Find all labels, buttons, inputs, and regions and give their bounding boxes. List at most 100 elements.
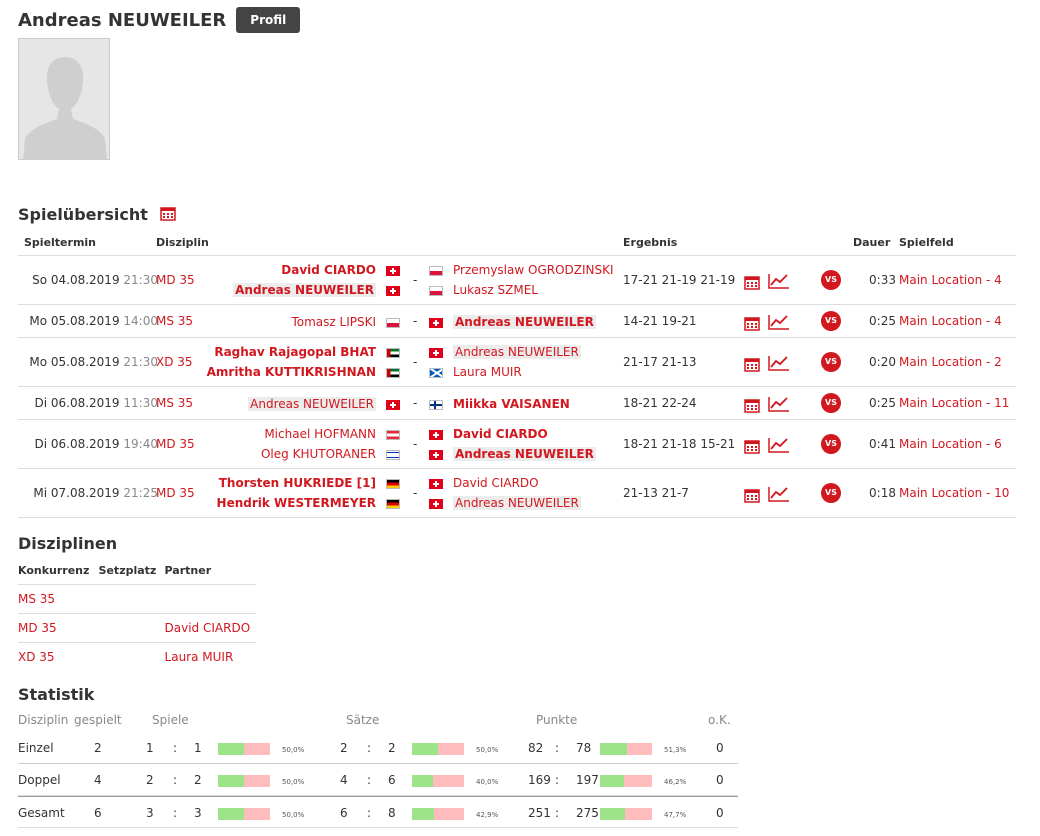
player-link[interactable]: Oleg KHUTORANER (260, 447, 376, 461)
vs-icon[interactable]: VS (821, 433, 841, 454)
calendar-icon[interactable] (744, 487, 760, 503)
match-court-link[interactable]: Main Location - 4 (899, 313, 1002, 328)
calendar-icon[interactable] (744, 315, 760, 331)
match-row: Mo 05.08.2019 14:00 MS 35 Tomasz LIPSKI And… (18, 305, 1016, 338)
match-discipline-link[interactable]: MS 35 (156, 395, 194, 410)
player-link[interactable]: Tomasz LIPSKI (291, 314, 376, 329)
stats-graph-icon[interactable] (768, 396, 790, 412)
team2-players: David CIARDO Andreas NEUWEILER (453, 425, 596, 465)
stats-graph-icon[interactable] (768, 486, 790, 502)
match-graph[interactable] (768, 486, 790, 505)
player-link[interactable]: Thorsten HUKRIEDE [1] (218, 476, 376, 490)
stats-games-lost: 1 (194, 741, 202, 755)
match-vs[interactable]: VS (821, 433, 841, 454)
player-link[interactable]: Andreas NEUWEILER (453, 447, 596, 461)
match-row: Di 06.08.2019 19:40 MD 35 Michael HOFMANN O… (18, 420, 1016, 469)
match-vs[interactable]: VS (821, 310, 841, 331)
player-link[interactable]: Andreas NEUWEILER (233, 283, 376, 297)
match-court-link[interactable]: Main Location - 11 (899, 395, 1010, 410)
discipline-link[interactable]: XD 35 (18, 649, 55, 664)
vs-icon[interactable]: VS (821, 310, 841, 331)
calendar-icon[interactable] (744, 438, 760, 454)
match-vs[interactable]: VS (821, 482, 841, 503)
player-link[interactable]: Andreas NEUWEILER (453, 345, 581, 359)
match-vs[interactable]: VS (821, 351, 841, 372)
player-link[interactable]: David CIARDO (453, 476, 539, 490)
match-graph[interactable] (768, 437, 790, 456)
calendar-icon[interactable] (744, 397, 760, 413)
match-discipline-link[interactable]: XD 35 (156, 354, 193, 369)
stats-graph-icon[interactable] (768, 314, 790, 330)
match-court-link[interactable]: Main Location - 10 (899, 485, 1010, 500)
team2-players: Miikka VAISANEN (453, 395, 570, 415)
match-calendar[interactable] (744, 397, 760, 416)
match-date-day: Mo 05.08.2019 (29, 313, 120, 328)
player-link[interactable]: Laura MUIR (453, 365, 522, 379)
match-discipline-link[interactable]: MD 35 (156, 436, 195, 451)
stats-graph-icon[interactable] (768, 437, 790, 453)
calendar-icon[interactable] (744, 356, 760, 372)
stats-points-lost: 78 (576, 741, 592, 755)
player-avatar (18, 38, 110, 160)
player-link[interactable]: Lukasz SZMEL (453, 283, 538, 297)
match-graph[interactable] (768, 314, 790, 333)
match-graph[interactable] (768, 355, 790, 374)
match-duration: 0:20 (869, 354, 896, 369)
match-calendar[interactable] (744, 487, 760, 506)
flag-ch-icon (429, 317, 443, 328)
match-calendar[interactable] (744, 438, 760, 457)
match-graph[interactable] (768, 273, 790, 292)
player-link[interactable]: Michael HOFMANN (264, 427, 376, 441)
vs-icon[interactable]: VS (821, 269, 841, 290)
versus-dash: - (413, 485, 418, 500)
match-graph[interactable] (768, 396, 790, 415)
match-calendar[interactable] (744, 356, 760, 375)
match-vs[interactable]: VS (821, 392, 841, 413)
stats-graph-icon[interactable] (768, 273, 790, 289)
match-calendar[interactable] (744, 274, 760, 293)
player-link[interactable]: Hendrik WESTERMEYER (216, 496, 376, 510)
vs-icon[interactable]: VS (821, 482, 841, 503)
player-link[interactable]: Amritha KUTTIKRISHNAN (206, 365, 376, 379)
header-court: Spielfeld (899, 236, 954, 249)
match-discipline-link[interactable]: MD 35 (156, 272, 195, 287)
discipline-row: MS 35 (18, 583, 256, 613)
player-link[interactable]: Andreas NEUWEILER (453, 496, 581, 510)
player-link[interactable]: Andreas NEUWEILER (453, 314, 596, 329)
stats-games-bar-fill (218, 775, 244, 787)
match-court-link[interactable]: Main Location - 2 (899, 354, 1002, 369)
player-link[interactable]: Miikka VAISANEN (453, 396, 570, 411)
team2-players: Przemyslaw OGRODZINSKI Lukasz SZMEL (453, 261, 614, 301)
profile-button[interactable]: Profil (236, 7, 301, 33)
match-court-link[interactable]: Main Location - 4 (899, 272, 1002, 287)
stats-colon: : (173, 773, 178, 787)
team1-flags (386, 313, 400, 333)
vs-icon[interactable]: VS (821, 351, 841, 372)
player-link[interactable]: Andreas NEUWEILER (248, 396, 376, 411)
partner-link[interactable]: Laura MUIR (164, 649, 234, 664)
calendar-icon[interactable] (744, 274, 760, 290)
player-link[interactable]: Raghav Rajagopal BHAT (214, 345, 376, 359)
header-event: Konkurrenz (18, 564, 90, 578)
stats-row: Einzel 2 1: 1 50,0% 2: 2 50,0% 82: 78 51,3% 0 (18, 732, 738, 764)
match-vs[interactable]: VS (821, 269, 841, 290)
vs-icon[interactable]: VS (821, 392, 841, 413)
calendar-icon[interactable] (159, 205, 176, 221)
match-discipline-link[interactable]: MS 35 (156, 313, 194, 328)
match-discipline-link[interactable]: MD 35 (156, 485, 195, 500)
match-calendar[interactable] (744, 315, 760, 334)
stats-sets-bar (412, 808, 464, 820)
stats-table: Disziplin gespielt Spiele Sätze Punkte o… (18, 710, 738, 828)
stats-colon: : (367, 741, 372, 755)
match-court-link[interactable]: Main Location - 6 (899, 436, 1002, 451)
disciplines-table: Konkurrenz Setzplatz Partner MS 35 MD 35 D… (18, 558, 256, 671)
discipline-link[interactable]: MD 35 (18, 620, 57, 635)
stats-graph-icon[interactable] (768, 355, 790, 371)
flag-de-icon (386, 479, 400, 489)
discipline-link[interactable]: MS 35 (18, 591, 56, 606)
team2-flags (429, 425, 443, 465)
player-link[interactable]: Przemyslaw OGRODZINSKI (453, 263, 614, 277)
player-link[interactable]: David CIARDO (453, 427, 548, 441)
player-link[interactable]: David CIARDO (281, 263, 376, 277)
partner-link[interactable]: David CIARDO (164, 620, 251, 635)
